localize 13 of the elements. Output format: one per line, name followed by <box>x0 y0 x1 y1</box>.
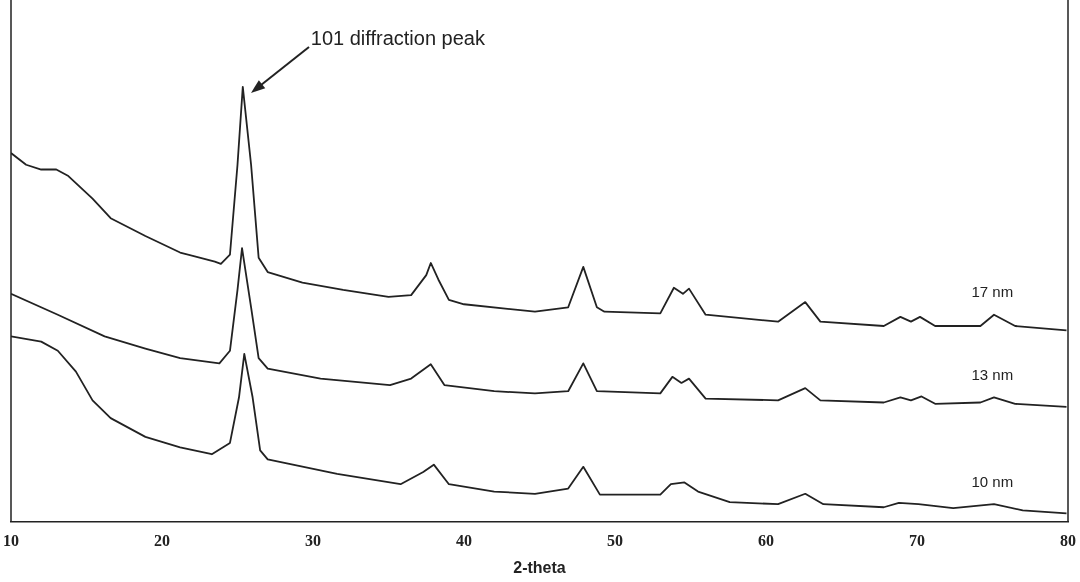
x-tick-label: 10 <box>3 532 19 550</box>
x-tick-label: 70 <box>909 532 925 550</box>
x-tick-label: 20 <box>154 532 170 550</box>
x-tick-label: 80 <box>1060 532 1076 550</box>
series-label: 10 nm <box>971 472 1014 490</box>
text: 101 diffraction peak <box>310 26 485 49</box>
x-tick-label: 30 <box>305 532 321 550</box>
x-tick-label: 50 <box>607 532 623 550</box>
x-axis-title: 2-theta <box>513 558 566 576</box>
x-tick-label: 40 <box>456 532 472 550</box>
series-label: 13 nm <box>971 365 1014 383</box>
x-tick-label: 60 <box>758 532 774 550</box>
series-label: 17 nm <box>971 283 1014 301</box>
